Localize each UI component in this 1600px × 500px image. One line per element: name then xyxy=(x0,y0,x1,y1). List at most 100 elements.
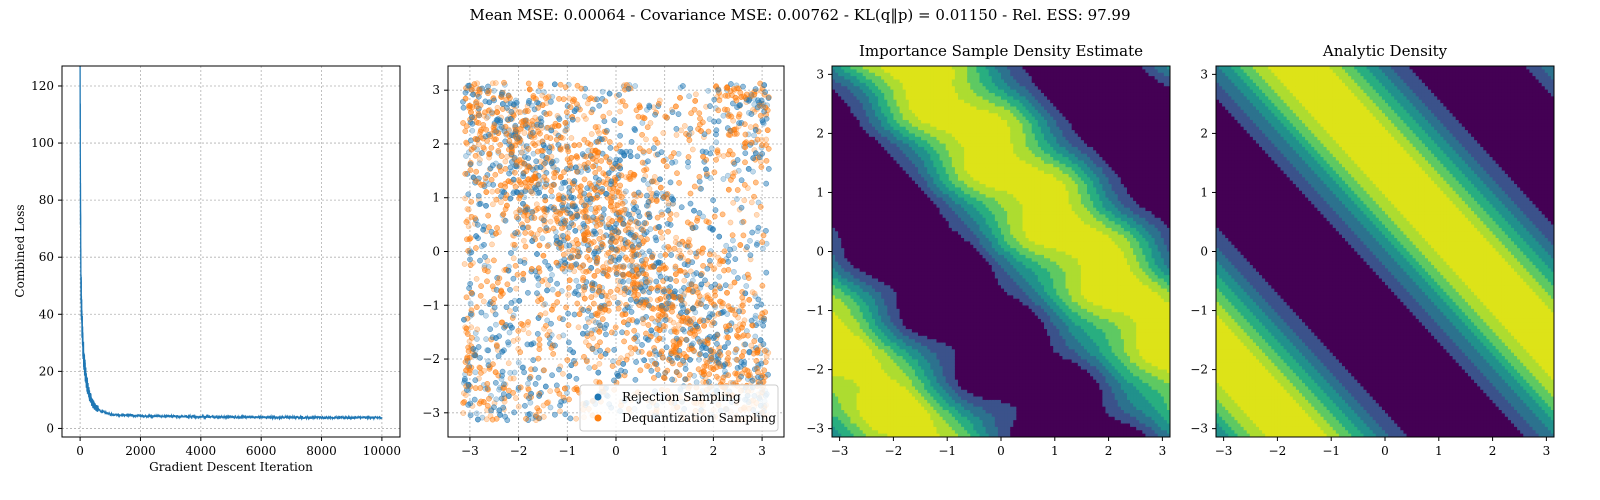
dequantization-point xyxy=(615,277,621,284)
rejection-point xyxy=(721,344,728,351)
rejection-point xyxy=(640,149,647,156)
rejection-point xyxy=(672,349,679,356)
rejection-point xyxy=(534,121,540,128)
dequantization-point xyxy=(716,261,723,268)
dequantization-point xyxy=(597,339,603,346)
dequantization-point xyxy=(506,138,513,144)
dequantization-point xyxy=(480,144,487,151)
rejection-point xyxy=(551,206,557,213)
dequantization-point xyxy=(588,294,595,300)
rejection-point xyxy=(639,342,645,348)
dequantization-point xyxy=(715,310,722,317)
dequantization-point xyxy=(525,108,531,114)
rejection-point xyxy=(560,332,567,339)
dequantization-point xyxy=(566,396,572,403)
rejection-point xyxy=(678,302,685,308)
dequantization-point xyxy=(749,289,756,296)
dequantization-point xyxy=(687,249,693,256)
dequantization-point xyxy=(557,363,564,370)
rejection-point xyxy=(660,336,666,342)
dequantization-point xyxy=(735,123,742,130)
dequantization-point xyxy=(570,96,577,103)
rejection-point xyxy=(667,276,674,283)
dequantization-point xyxy=(564,234,571,241)
dequantization-point xyxy=(751,147,758,153)
rejection-point xyxy=(463,153,469,159)
dequantization-point xyxy=(573,262,580,268)
dequantization-point xyxy=(625,226,632,232)
dequantization-point xyxy=(686,236,693,243)
rejection-point xyxy=(722,372,728,378)
dequantization-point xyxy=(614,202,621,209)
rejection-point xyxy=(752,127,759,133)
rejection-point xyxy=(583,357,590,364)
dequantization-point xyxy=(525,146,532,152)
rejection-point xyxy=(755,224,762,231)
dequantization-point xyxy=(518,191,525,198)
dequantization-point xyxy=(557,196,564,203)
rejection-point xyxy=(471,396,478,403)
dequantization-point xyxy=(554,291,561,298)
rejection-point xyxy=(589,345,596,352)
dequantization-point xyxy=(460,410,467,416)
dequantization-point xyxy=(536,178,543,184)
rejection-point xyxy=(585,308,591,314)
rejection-point xyxy=(575,246,582,252)
dequantization-point xyxy=(670,338,677,345)
dequantization-point xyxy=(614,287,621,293)
rejection-point xyxy=(691,372,697,379)
rejection-point xyxy=(668,193,675,200)
dequantization-point xyxy=(646,211,652,218)
dequantization-point xyxy=(473,103,480,110)
rejection-point xyxy=(486,181,492,187)
rejection-point xyxy=(476,160,483,167)
dequantization-point xyxy=(613,92,620,99)
dequantization-point xyxy=(671,377,678,383)
rejection-point xyxy=(763,115,770,122)
dequantization-point xyxy=(621,82,628,89)
dequantization-point xyxy=(757,103,764,110)
rejection-point xyxy=(552,342,558,349)
rejection-point xyxy=(508,143,515,150)
rejection-point xyxy=(541,89,547,95)
rejection-point xyxy=(493,343,500,350)
dequantization-point xyxy=(628,226,635,233)
rejection-point xyxy=(467,300,474,307)
dequantization-point xyxy=(481,367,487,374)
dequantization-point xyxy=(704,341,711,347)
rejection-point xyxy=(727,246,733,253)
rejection-point xyxy=(760,245,766,252)
dequantization-point xyxy=(654,214,661,221)
dequantization-point xyxy=(487,413,494,419)
dequantization-point xyxy=(662,323,669,330)
rejection-point xyxy=(479,414,486,421)
rejection-point xyxy=(660,354,666,361)
rejection-point xyxy=(495,149,502,156)
dequantization-point xyxy=(545,282,551,288)
rejection-point xyxy=(568,254,574,261)
rejection-point xyxy=(634,153,641,160)
dequantization-point xyxy=(571,244,577,251)
dequantization-point xyxy=(726,148,733,154)
rejection-point xyxy=(511,188,517,195)
rejection-point xyxy=(711,351,718,358)
dequantization-point xyxy=(554,112,561,119)
dequantization-point xyxy=(653,179,660,186)
dequantization-point xyxy=(680,314,687,321)
dequantization-point xyxy=(495,130,502,136)
rejection-point xyxy=(652,348,658,354)
rejection-point xyxy=(661,287,668,294)
dequantization-point xyxy=(605,307,612,314)
rejection-point xyxy=(548,332,555,338)
rejection-point xyxy=(580,307,587,313)
rejection-point xyxy=(491,87,497,94)
dequantization-point xyxy=(714,94,720,100)
dequantization-point xyxy=(502,165,509,172)
dequantization-point xyxy=(468,324,475,331)
rejection-point xyxy=(675,150,682,157)
dequantization-point xyxy=(467,235,474,242)
rejection-point xyxy=(747,237,753,244)
rejection-point xyxy=(525,380,531,387)
dequantization-point xyxy=(586,201,592,207)
